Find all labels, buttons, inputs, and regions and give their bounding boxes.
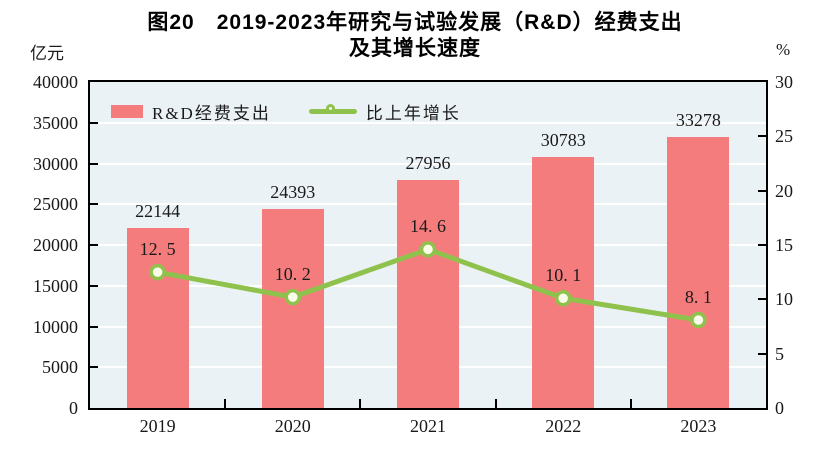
bars-layer — [90, 82, 766, 408]
line-point-2023 — [690, 311, 707, 329]
legend-bar-swatch — [111, 105, 143, 118]
gridline — [90, 162, 766, 165]
right-axis-tick — [758, 352, 766, 355]
x-axis-label-2020: 2020 — [274, 416, 311, 436]
y-axis-label-left: 30000 — [33, 153, 78, 174]
y-axis-label-left: 25000 — [33, 194, 78, 215]
bar-2023 — [667, 136, 730, 408]
growth-value-label: 10. 1 — [545, 265, 582, 286]
y-axis-label-right: 20 — [775, 180, 793, 201]
line-point-2021 — [419, 241, 437, 258]
bar-value-label: 33278 — [675, 109, 721, 130]
y-axis-label-right: 15 — [775, 235, 793, 255]
left-axis-tick — [90, 325, 98, 328]
left-axis-tick — [90, 162, 98, 165]
chart-title-line2: 及其增长速度 — [349, 37, 481, 60]
right-axis-tick — [758, 244, 766, 246]
y-axis-label-left: 10000 — [33, 316, 78, 337]
line-point-2019 — [149, 263, 166, 281]
bar-2019 — [126, 227, 189, 408]
growth-value-label: 8. 1 — [684, 286, 712, 307]
y-axis-label-right: 10 — [775, 289, 793, 310]
line-point-2022 — [554, 289, 572, 307]
y-axis-label-right: 30 — [775, 72, 793, 92]
y-axis-label-left: 35000 — [33, 112, 78, 133]
growth-value-label: 10. 2 — [274, 264, 311, 285]
y-axis-label-left: 0 — [69, 398, 78, 418]
gridline — [90, 121, 766, 124]
y-axis-label-left: 40000 — [33, 72, 78, 92]
x-axis-label-2023: 2023 — [680, 416, 717, 436]
bar-2022 — [532, 157, 595, 408]
legend-bar-label: R&D经费支出 — [152, 104, 271, 123]
y-axis-label-left: 20000 — [33, 235, 78, 255]
right-axis-tick — [758, 135, 766, 138]
legend-line-label: 比上年增长 — [365, 104, 461, 123]
left-axis-tick — [90, 244, 98, 246]
axis-ticks-layer — [90, 82, 766, 408]
left-axis-tick — [90, 366, 98, 369]
growth-line-chart — [149, 241, 707, 329]
chart-title-line1: 图20 2019-2023年研究与试验发展（R&D）经费支出 — [147, 11, 683, 34]
left-axis-tick — [90, 203, 98, 206]
left-axis-tick — [90, 284, 98, 287]
x-axis-tick — [359, 399, 362, 408]
x-axis-label-2021: 2021 — [410, 416, 446, 436]
legend-line-swatch — [308, 104, 357, 114]
bar-value-label: 30783 — [540, 130, 586, 151]
y-axis-label-left: 15000 — [33, 275, 78, 296]
x-axis-label-2022: 2022 — [545, 416, 582, 436]
bar-value-label: 22144 — [135, 200, 181, 221]
bar-2020 — [261, 209, 324, 408]
x-axis-tick — [224, 399, 227, 408]
x-axis-tick — [629, 399, 632, 408]
bar-value-label: 27956 — [405, 153, 451, 174]
right-axis-tick — [758, 189, 766, 192]
bar-value-label: 24393 — [270, 182, 316, 203]
legend-line-marker-icon — [325, 104, 335, 113]
growth-value-label: 14. 6 — [410, 216, 446, 237]
y-axis-label-right: 5 — [775, 343, 784, 364]
left-axis-unit-label: 亿元 — [30, 44, 64, 63]
x-axis-label-2019: 2019 — [139, 416, 176, 436]
data-labels-layer: 22144 24393 27956 30783 33278 12. 5 10. 2 14. 6… — [90, 82, 766, 408]
growth-value-label: 12. 5 — [139, 239, 176, 260]
right-axis-tick — [758, 298, 766, 301]
line-point-2020 — [284, 288, 302, 306]
line-layer — [90, 82, 766, 408]
y-axis-label-right: 25 — [775, 126, 793, 147]
bar-2021 — [397, 180, 459, 408]
plot-area: 22144 24393 27956 30783 33278 12. 5 10. 2 14. 6… — [88, 80, 768, 410]
y-axis-label-right: 0 — [775, 398, 784, 418]
y-axis-label-left: 5000 — [42, 357, 78, 378]
x-axis-tick — [494, 399, 497, 408]
left-axis-tick — [90, 121, 98, 124]
right-axis-unit-label: % — [776, 40, 791, 59]
legend: R&D经费支出 比上年增长 — [111, 99, 461, 124]
